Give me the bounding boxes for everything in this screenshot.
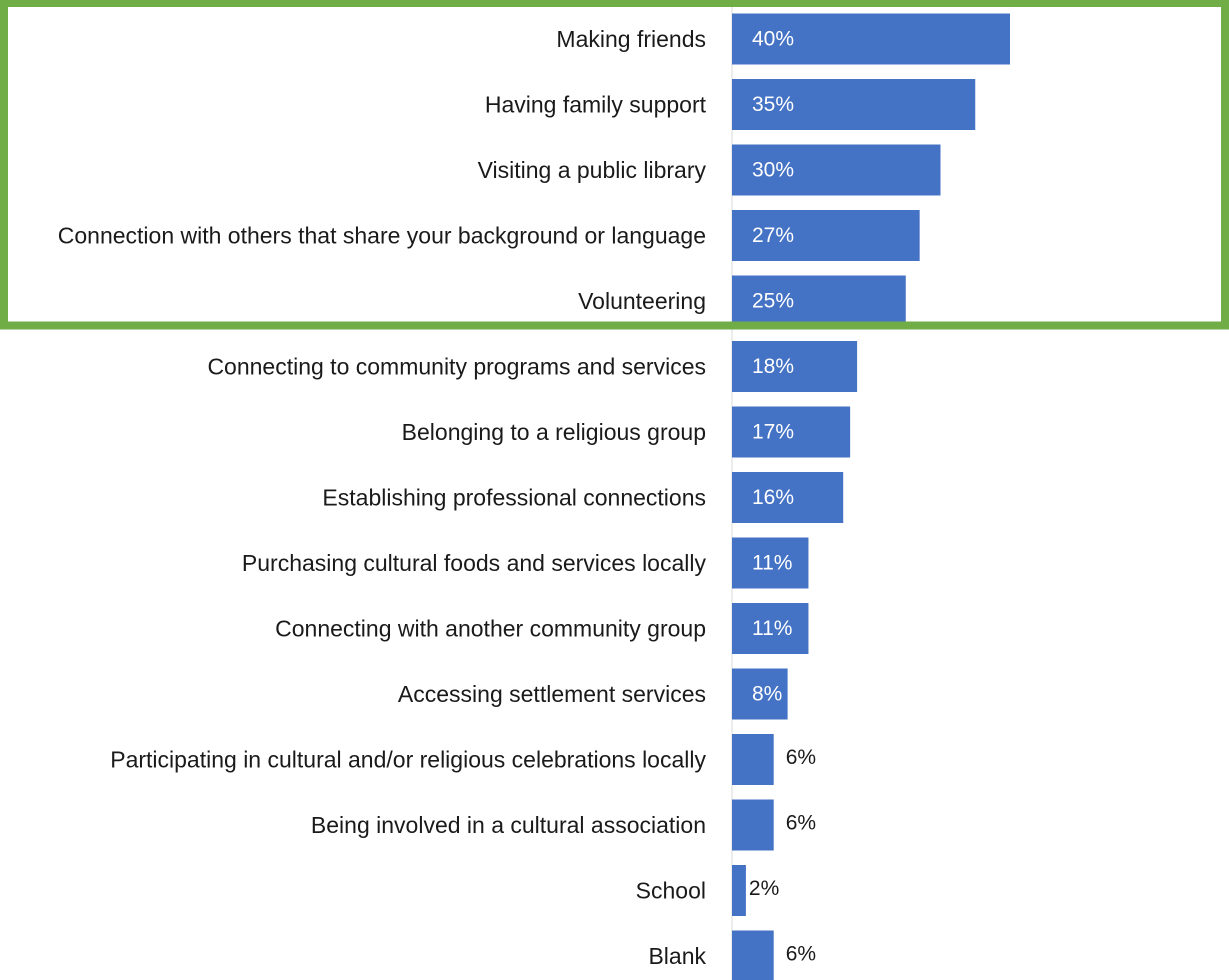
bar — [732, 472, 844, 523]
highlight-layer — [0, 0, 1229, 330]
value-label: 8% — [752, 683, 782, 706]
value-label: 18% — [752, 355, 794, 378]
value-label: 11% — [752, 552, 792, 575]
bars-layer — [732, 13, 1010, 980]
category-label: Making friends — [556, 26, 706, 52]
value-label: 40% — [752, 28, 794, 51]
category-label: School — [636, 878, 706, 904]
category-label: Blank — [648, 943, 706, 969]
bar — [732, 13, 1010, 65]
category-label: Having family support — [485, 92, 707, 118]
highlight-frame — [0, 0, 1229, 330]
bar — [732, 799, 774, 851]
value-label: 30% — [752, 159, 794, 182]
category-label: Purchasing cultural foods and services l… — [242, 550, 707, 576]
bar — [732, 537, 809, 589]
value-label: 35% — [752, 93, 794, 116]
bar — [732, 79, 976, 130]
bar — [732, 144, 941, 196]
value-label: 25% — [752, 290, 794, 313]
bar — [732, 275, 906, 327]
bar — [732, 668, 788, 720]
category-label: Accessing settlement services — [398, 681, 706, 707]
category-label: Connecting to community programs and ser… — [207, 354, 706, 380]
bar — [732, 341, 858, 392]
value-label: 16% — [752, 486, 794, 509]
category-label: Participating in cultural and/or religio… — [110, 747, 706, 773]
category-label: Belonging to a religious group — [402, 419, 706, 445]
value-label: 2% — [749, 877, 779, 900]
category-label: Being involved in a cultural association — [311, 812, 706, 838]
value-label: 6% — [786, 943, 816, 966]
bar — [732, 734, 774, 785]
value-label: 17% — [752, 421, 794, 444]
category-labels: Making friends Having family support Visit… — [58, 26, 707, 969]
value-label: 6% — [786, 746, 816, 769]
category-label: Connection with others that share your b… — [58, 223, 706, 249]
value-label: 11% — [752, 617, 792, 640]
bar — [732, 865, 746, 916]
bar — [732, 406, 851, 458]
bar — [732, 930, 774, 980]
category-label: Volunteering — [578, 288, 706, 314]
category-label: Establishing professional connections — [322, 485, 706, 511]
category-label: Connecting with another community group — [275, 616, 706, 642]
value-label: 27% — [752, 224, 794, 247]
value-labels: 40% 35% 30% 27% 25% 18% 17% 16% 11% 11% 8% 6% 6% 2% 6% — [749, 28, 816, 966]
bar — [732, 603, 809, 654]
value-label: 6% — [786, 812, 816, 835]
bar — [732, 210, 920, 261]
category-label: Visiting a public library — [478, 157, 707, 183]
